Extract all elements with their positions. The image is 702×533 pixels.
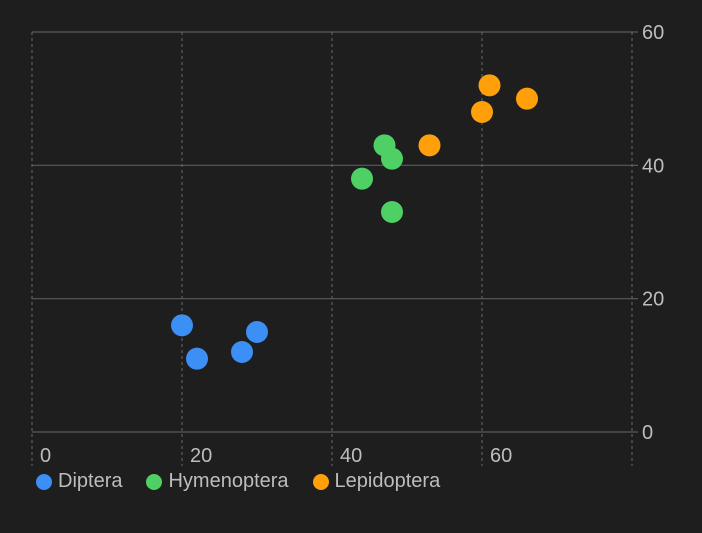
legend-label: Diptera [58,470,123,492]
data-point-hymenoptera [381,147,403,170]
legend-item-diptera: Diptera [36,470,122,493]
data-point-diptera [171,314,193,337]
data-point-diptera [246,321,268,343]
legend-label: Lepidoptera [334,470,441,492]
legend-label: Hymenoptera [168,470,289,492]
y-tick-label: 60 [642,22,664,44]
data-point-lepidoptera [471,101,493,123]
legend-swatch [146,473,163,490]
x-tick-label: 60 [490,445,512,467]
legend-swatch [36,473,52,490]
legend-swatch [312,473,329,490]
grid [31,31,638,466]
x-tick-label: 40 [340,445,362,467]
y-tick-label: 0 [642,422,653,444]
data-point-lepidoptera [418,134,441,157]
x-tick-label: 0 [40,445,51,467]
data-point-diptera [186,347,208,370]
y-tick-label: 20 [642,289,664,311]
data-points [171,74,538,370]
y-tick-label: 40 [642,155,664,177]
legend-item-hymenoptera: Hymenoptera [146,470,289,493]
data-point-lepidoptera [478,74,501,97]
data-point-lepidoptera [516,87,538,110]
x-tick-label: 20 [190,445,212,467]
data-point-diptera [231,341,253,363]
legend-item-lepidoptera: Lepidoptera [312,470,441,493]
data-point-hymenoptera [351,167,373,190]
legend: Diptera Hymenoptera Lepidoptera [36,470,464,493]
data-point-hymenoptera [381,201,403,223]
tick-labels: 0 20 40 60 0 20 40 60 [40,22,664,467]
